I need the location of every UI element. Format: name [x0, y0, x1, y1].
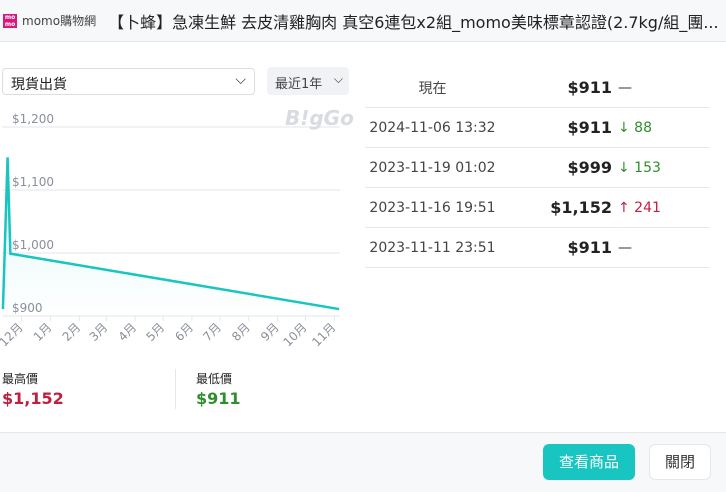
history-date: 現在: [418, 80, 447, 97]
min-price-label: 最低價: [196, 372, 233, 386]
table-row: 2023-11-16 19:51 $1,152 ↑ 241: [365, 188, 710, 228]
history-price: $999: [567, 158, 612, 177]
history-change: ↑ 241: [618, 199, 661, 216]
momo-logo: mo mo: [3, 13, 17, 28]
table-row: 2023-11-19 01:02 $999 ↓ 153: [365, 148, 710, 188]
chevron-down-icon: ⌵: [235, 72, 246, 88]
max-price-value: $1,152: [2, 389, 64, 408]
max-price: 最高價 $1,152: [2, 370, 64, 408]
table-row: 2024-11-06 13:32 $911 ↓ 88: [365, 108, 710, 148]
range-value: 最近1年: [275, 77, 323, 92]
history-date: 2023-11-11 23:51: [369, 239, 496, 256]
biggo-watermark: B!gGo: [285, 106, 354, 130]
history-price: $911: [567, 118, 612, 137]
x-tick-label: 9月: [258, 320, 282, 344]
table-row: 現在 $911 —: [365, 68, 710, 108]
chevron-down-icon: ⌵: [333, 72, 343, 86]
x-tick-label: 3月: [87, 320, 111, 344]
x-tick-label: 8月: [229, 320, 253, 344]
y-tick-label: $1,100: [12, 175, 54, 189]
x-tick-label: 7月: [200, 320, 224, 344]
x-tick-label: 10月: [280, 320, 309, 349]
price-history-table: 現在 $911 — 2024-11-06 13:32 $911 ↓ 88 2023-11…: [365, 68, 710, 268]
x-tick-label: 11月: [309, 320, 338, 349]
history-change: —: [618, 239, 632, 256]
max-price-label: 最高價: [2, 372, 39, 386]
x-tick-label: 2月: [60, 320, 84, 344]
min-price: 最低價 $911: [196, 370, 241, 408]
history-price: $911: [567, 78, 612, 97]
price-line: [1, 157, 340, 311]
stock-filter-value: 現貨出貨: [11, 77, 67, 93]
stock-filter-select[interactable]: 現貨出貨 ⌵: [2, 68, 255, 95]
history-price: $911: [567, 238, 612, 257]
history-date: 2024-11-06 13:32: [369, 119, 496, 136]
min-price-value: $911: [196, 389, 241, 408]
history-change: —: [618, 79, 632, 96]
price-chart: $1,200$1,100$1,000$90012月1月2月3月4月5月6月7月8…: [0, 112, 340, 349]
x-tick-label: 5月: [143, 320, 167, 344]
header: mo mo momo購物網 【卜蜂】急凍生鮮 去皮清雞胸肉 真空6連包x2組_mo…: [0, 0, 726, 42]
close-button[interactable]: 關閉: [649, 444, 711, 480]
x-tick-label: 12月: [0, 320, 26, 349]
x-tick-label: 1月: [31, 320, 55, 344]
divider: [175, 369, 176, 409]
history-date: 2023-11-19 01:02: [369, 159, 496, 176]
history-price: $1,152: [550, 198, 612, 217]
x-tick-label: 6月: [172, 320, 196, 344]
range-select[interactable]: 最近1年 ⌵: [267, 67, 349, 95]
y-tick-label: $1,200: [12, 112, 54, 126]
history-change: ↓ 153: [618, 159, 661, 176]
store-name: momo購物網: [22, 14, 97, 28]
x-tick-label: 4月: [115, 320, 139, 344]
view-product-button[interactable]: 查看商品: [543, 444, 635, 480]
y-tick-label: $1,000: [12, 238, 54, 252]
product-title: 【卜蜂】急凍生鮮 去皮清雞胸肉 真空6連包x2組_momo美味標章認證(2.7k…: [108, 12, 719, 32]
history-date: 2023-11-16 19:51: [369, 199, 496, 216]
table-row: 2023-11-11 23:51 $911 —: [365, 228, 710, 268]
price-area: [2, 157, 340, 316]
history-change: ↓ 88: [618, 119, 652, 136]
